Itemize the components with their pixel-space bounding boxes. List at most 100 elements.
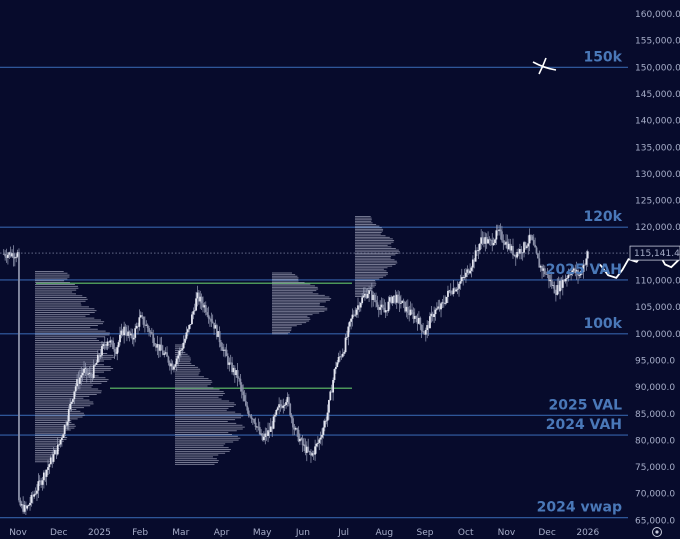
candle-body (268, 430, 271, 432)
candle-body (240, 384, 243, 392)
candle-body (287, 397, 290, 404)
candle-body (307, 446, 310, 451)
candle-body (483, 238, 485, 244)
candle-body (481, 237, 484, 239)
candle-body (153, 343, 156, 346)
candle-body (47, 467, 49, 470)
candle-body (303, 444, 305, 446)
candle-body (269, 426, 272, 432)
candle-body (7, 254, 9, 258)
candle-body (114, 351, 117, 354)
candle-body (271, 426, 274, 429)
candle-body (188, 325, 191, 330)
candle-body (560, 280, 563, 288)
candle-body (484, 237, 487, 244)
candle-body (382, 304, 384, 308)
candle-body (34, 493, 37, 495)
time-tick: 2025 (88, 528, 111, 538)
candle-body (369, 290, 372, 292)
candle-body (204, 305, 207, 313)
candle-body (570, 274, 573, 275)
candle-body (217, 331, 220, 337)
candle-body (51, 457, 54, 462)
candle-body (66, 421, 69, 426)
level-label: 2024 vwap (537, 500, 622, 516)
candle-body (329, 391, 332, 401)
candle-body (469, 270, 471, 274)
candle-body (233, 367, 236, 376)
candle-body (2, 253, 5, 255)
candle-body (543, 268, 546, 275)
candle-body (523, 242, 525, 253)
time-tick: Dec (538, 528, 555, 538)
candle-body (101, 346, 103, 356)
candle-body (437, 306, 440, 309)
candle-body (326, 412, 329, 421)
candle-body (218, 331, 221, 343)
level-label: 2025 VAL (549, 397, 623, 413)
candle-body (253, 419, 256, 423)
candle-body (377, 306, 380, 310)
candle-body (488, 239, 491, 241)
candle-body (267, 430, 269, 436)
candle-body (563, 279, 566, 282)
candle-body (141, 315, 144, 317)
candle-body (247, 410, 250, 416)
candle-body (411, 309, 413, 313)
candle-body (27, 505, 30, 507)
candle-body (108, 341, 110, 343)
candle-body (292, 418, 294, 428)
time-tick: Feb (132, 528, 148, 538)
time-tick: Sep (417, 528, 434, 538)
time-tick: Oct (458, 528, 474, 538)
candle-body (572, 268, 575, 271)
candle-body (285, 402, 287, 406)
candle-body (452, 288, 455, 295)
candle-body (445, 296, 448, 303)
candle-body (505, 241, 507, 245)
candle-body (290, 415, 293, 419)
candle-body (110, 340, 113, 342)
candle-body (76, 379, 78, 387)
candle-body (235, 370, 238, 376)
candle-body (531, 236, 534, 240)
candle-body (499, 229, 502, 232)
candle-body (145, 324, 148, 326)
candle-body (386, 310, 388, 312)
candle-body (460, 277, 463, 282)
candle-body (263, 436, 265, 441)
candle-body (13, 257, 16, 259)
candle-body (557, 285, 560, 292)
candle-body (477, 250, 480, 252)
candle-body (77, 379, 80, 384)
candle-body (325, 420, 328, 422)
time-tick: Jun (295, 528, 310, 538)
candle-body (261, 433, 264, 441)
candle-body (24, 504, 27, 509)
candle-body (199, 296, 202, 302)
candle-body (159, 344, 162, 351)
current-price-label: 115,141.4 (634, 249, 680, 259)
candle-body (361, 297, 364, 304)
candle-body (236, 370, 239, 379)
candle-body (156, 344, 159, 348)
candle-body (164, 352, 167, 354)
candle-body (83, 368, 85, 373)
candle-body (370, 290, 373, 300)
candle-body (258, 427, 261, 434)
candle-body (298, 439, 301, 442)
candle-body (495, 230, 498, 240)
candle-body (245, 401, 247, 406)
level-label: 2024 VAH (546, 417, 622, 433)
candle-body (23, 504, 26, 512)
candle-body (534, 244, 537, 248)
candle-body (52, 454, 55, 462)
candle-body (256, 426, 258, 428)
candle-body (438, 306, 441, 310)
candle-body (549, 279, 552, 282)
candle-body (102, 344, 105, 347)
candle-body (408, 312, 411, 316)
candle-body (250, 416, 253, 419)
candle-body (423, 332, 426, 335)
axis-settings-icon[interactable] (652, 527, 662, 537)
